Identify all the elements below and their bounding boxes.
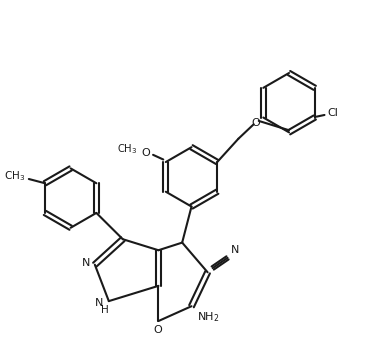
Text: Cl: Cl [327,108,338,118]
Text: NH$_2$: NH$_2$ [197,310,220,324]
Text: H: H [101,305,108,315]
Text: CH$_3$: CH$_3$ [4,169,25,183]
Text: O: O [252,118,260,127]
Text: CH$_3$: CH$_3$ [117,142,138,156]
Text: N: N [95,298,104,308]
Text: N: N [82,257,90,267]
Text: N: N [231,245,239,255]
Text: O: O [153,325,162,335]
Text: O: O [141,148,150,158]
